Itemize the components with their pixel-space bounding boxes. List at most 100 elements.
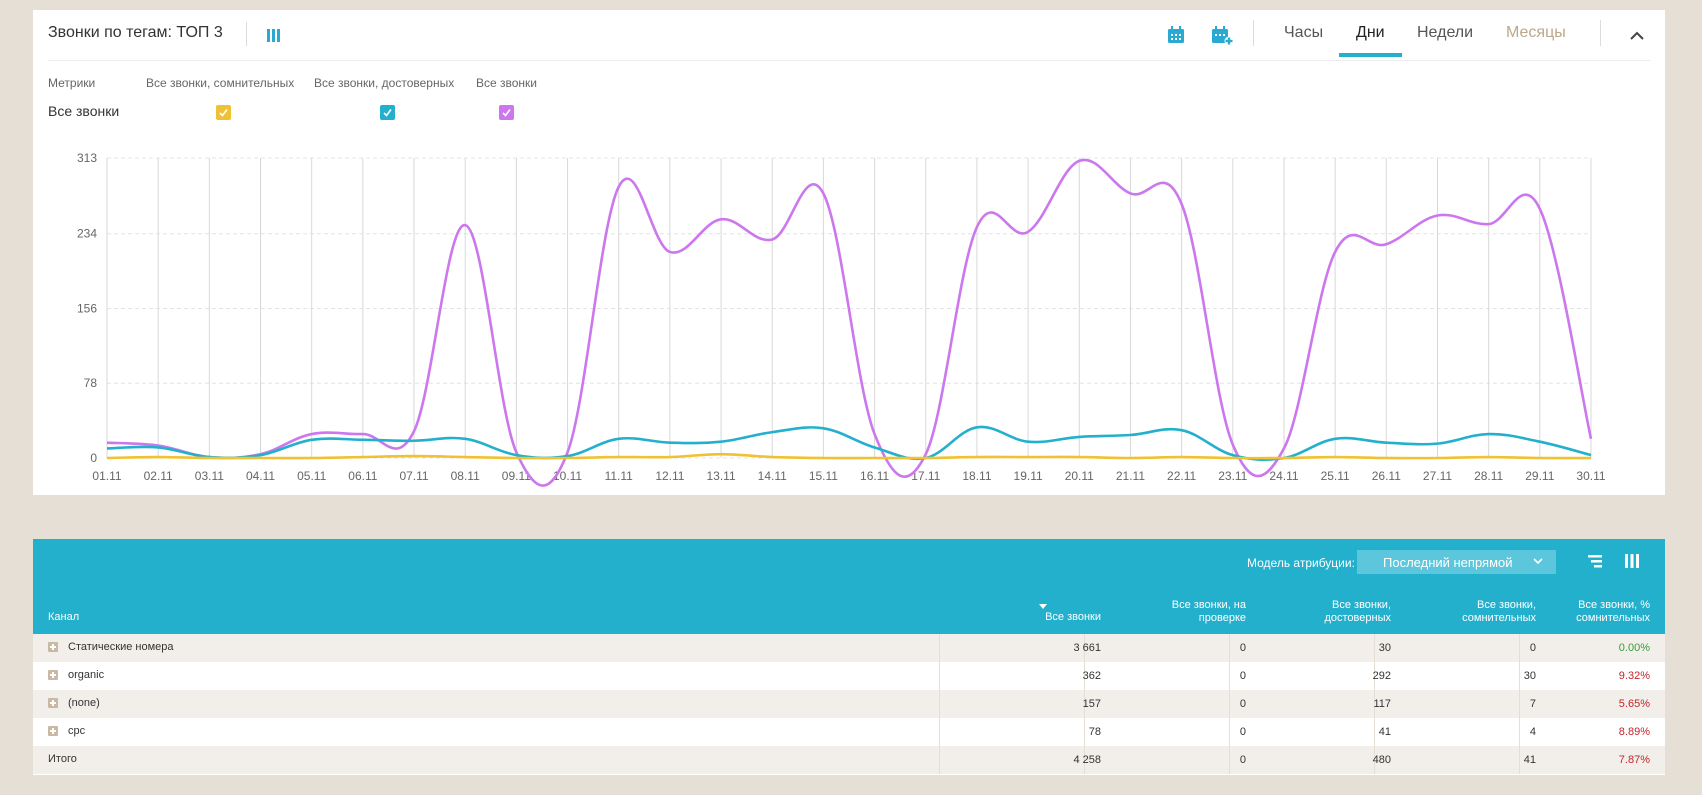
cell-doubtful-pct: 7.87%	[1618, 754, 1650, 766]
cell-divider	[1519, 690, 1520, 718]
expand-plus-icon[interactable]	[48, 670, 58, 680]
cell-divider	[1084, 690, 1085, 718]
cell-doubtful-pct: 8.89%	[1618, 726, 1650, 738]
cell-divider	[1519, 718, 1520, 746]
table-row[interactable]: cpc 78 0 41 4 8.89%	[33, 718, 1665, 746]
metrics-label: Метрики	[48, 76, 96, 90]
x-tick-label: 24.11	[1269, 469, 1298, 483]
metric-row-label: Все звонки	[48, 103, 120, 119]
expand-plus-icon[interactable]	[48, 642, 58, 652]
tab-days[interactable]: Дни	[1356, 24, 1385, 41]
expand-plus-icon[interactable]	[48, 726, 58, 736]
active-tab-indicator	[1339, 53, 1402, 57]
x-tick-label: 03.11	[195, 469, 224, 483]
cell-doubtful-pct: 9.32%	[1618, 670, 1650, 682]
cell-divider	[1519, 634, 1520, 662]
column-header-pending[interactable]: Все звонки, на проверке	[1171, 599, 1246, 624]
metric-column-label: Все звонки, достоверных	[314, 76, 455, 90]
metric-column-label: Все звонки, сомнительных	[146, 76, 295, 90]
x-tick-label: 05.11	[297, 469, 326, 483]
metric-column-label: Все звонки	[476, 76, 538, 90]
x-tick-label: 30.11	[1576, 469, 1605, 483]
hierarchy-icon[interactable]	[1586, 552, 1604, 570]
table-total-row: Итого 4 258 0 480 41 7.87%	[33, 746, 1665, 774]
x-tick-label: 27.11	[1423, 469, 1452, 483]
cell-doubtful-pct: 5.65%	[1618, 698, 1650, 710]
x-tick-label: 11.11	[605, 469, 634, 483]
column-header-all-calls[interactable]: Все звонки	[1045, 611, 1101, 623]
x-tick-label: 10.11	[553, 469, 582, 483]
cell-doubtful: 7	[1529, 698, 1536, 710]
x-tick-label: 28.11	[1474, 469, 1503, 483]
attribution-select[interactable]: Последний непрямой	[1357, 550, 1556, 574]
cell-divider	[1374, 690, 1375, 718]
x-tick-label: 22.11	[1167, 469, 1196, 483]
x-tick-label: 26.11	[1372, 469, 1401, 483]
cell-doubtful: 4	[1529, 726, 1536, 738]
cell-divider	[1084, 634, 1085, 662]
check-icon	[502, 109, 511, 117]
calendar-add-icon[interactable]	[1210, 24, 1234, 46]
x-tick-label: 25.11	[1321, 469, 1350, 483]
cell-divider	[1084, 662, 1085, 690]
cell-divider	[1374, 662, 1375, 690]
cell-pending: 0	[1239, 726, 1246, 738]
tab-months[interactable]: Месяцы	[1506, 24, 1566, 41]
metric-checkbox-doubtful[interactable]	[216, 105, 231, 120]
cell-reliable: 30	[1378, 642, 1391, 654]
columns-icon[interactable]	[266, 27, 282, 43]
column-header-doubtful[interactable]: Все звонки, сомнительных	[1462, 599, 1536, 624]
cell-all-calls: 3 661	[1073, 642, 1101, 654]
columns-icon[interactable]	[1623, 552, 1641, 570]
table-row[interactable]: organic 362 0 292 30 9.32%	[33, 662, 1665, 690]
total-label: Итого	[48, 753, 77, 765]
x-tick-label: 01.11	[92, 469, 121, 483]
metric-checkbox-all[interactable]	[499, 105, 514, 120]
cell-doubtful: 41	[1523, 754, 1536, 766]
table-row[interactable]: Статические номера 3 661 0 30 0 0.00%	[33, 634, 1665, 662]
cell-pending: 0	[1239, 642, 1246, 654]
cell-divider	[1229, 634, 1230, 662]
x-tick-label: 02.11	[144, 469, 173, 483]
x-tick-label: 23.11	[1218, 469, 1247, 483]
cell-divider	[1519, 746, 1520, 774]
x-tick-label: 04.11	[246, 469, 275, 483]
y-tick-label: 313	[77, 151, 97, 165]
x-tick-label: 20.11	[1065, 469, 1094, 483]
cell-all-calls: 362	[1082, 670, 1101, 682]
cell-divider	[1374, 746, 1375, 774]
x-tick-label: 18.11	[962, 469, 991, 483]
x-tick-label: 15.11	[809, 469, 838, 483]
x-tick-label: 29.11	[1525, 469, 1554, 483]
column-header-reliable[interactable]: Все звонки, достоверных	[1324, 599, 1391, 624]
cell-reliable: 480	[1372, 754, 1391, 766]
metric-checkbox-reliable[interactable]	[380, 105, 395, 120]
widget-title: Звонки по тегам: ТОП 3	[48, 24, 223, 41]
y-tick-label: 156	[77, 301, 97, 315]
cell-divider	[939, 690, 940, 718]
cell-divider	[1374, 718, 1375, 746]
cell-reliable: 292	[1372, 670, 1391, 682]
calendar-icon[interactable]	[1165, 24, 1187, 46]
cell-all-calls: 157	[1082, 698, 1101, 710]
column-header-channel[interactable]: Канал	[48, 611, 80, 623]
channel-name: organic	[68, 669, 105, 681]
table-header: Модель атрибуции: Последний непрямой Кан…	[33, 539, 1665, 634]
sort-desc-icon[interactable]	[1039, 604, 1047, 609]
x-tick-label: 16.11	[860, 469, 889, 483]
series-line-0	[106, 158, 1593, 487]
cell-all-calls: 4 258	[1073, 754, 1101, 766]
cell-reliable: 117	[1373, 698, 1391, 710]
line-chart: 0 78 156 234 313 01.11 02.11 03.11 04.11 05.11 06.…	[77, 151, 1606, 487]
cell-divider	[1084, 746, 1085, 774]
cell-divider	[1374, 634, 1375, 662]
chevron-up-icon[interactable]	[1626, 26, 1648, 44]
tab-hours[interactable]: Часы	[1284, 24, 1324, 41]
table-row[interactable]: (none) 157 0 117 7 5.65%	[33, 690, 1665, 718]
channel-name: Статические номера	[68, 641, 174, 653]
column-header-doubtful-pct[interactable]: Все звонки, % сомнительных	[1576, 599, 1650, 624]
expand-plus-icon[interactable]	[48, 698, 58, 708]
channel-name: cpc	[68, 725, 86, 737]
tab-weeks[interactable]: Недели	[1417, 24, 1474, 41]
cell-pending: 0	[1239, 670, 1246, 682]
